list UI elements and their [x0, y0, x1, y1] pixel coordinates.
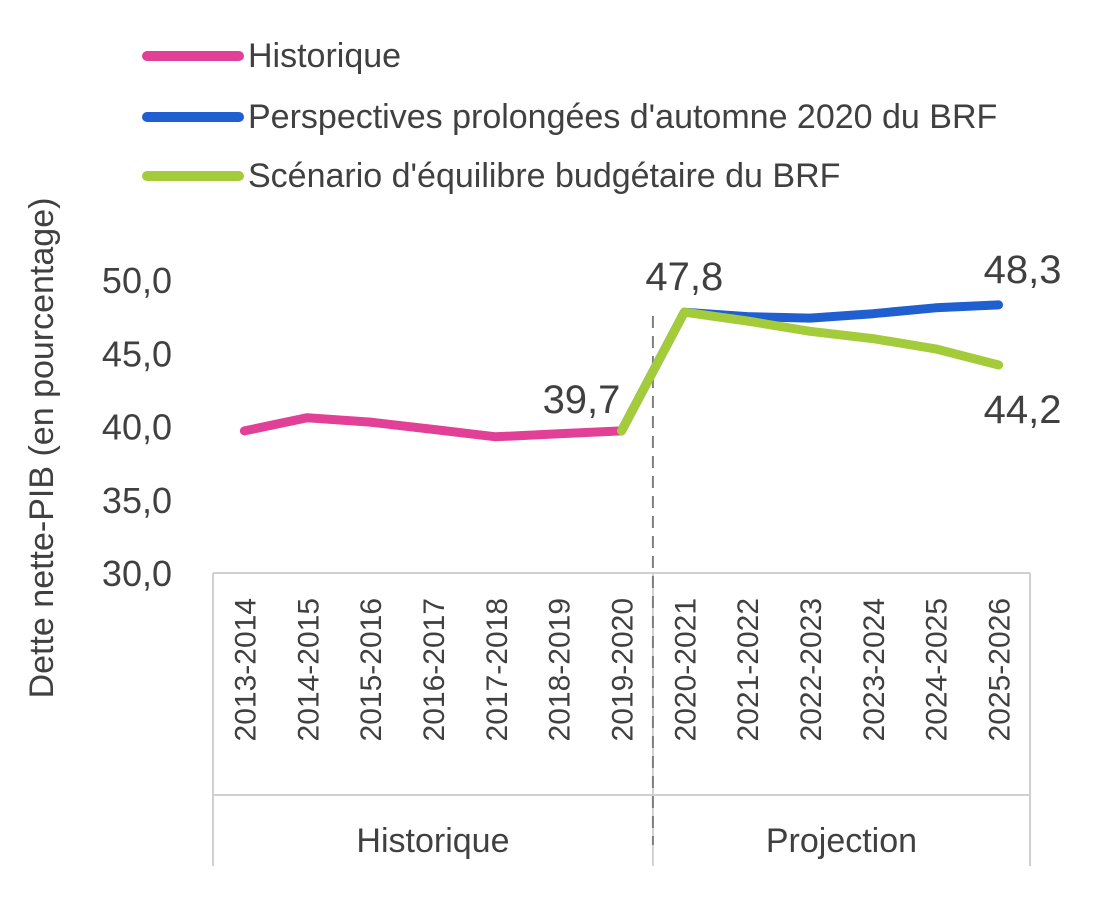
- data-label: 47,8: [645, 255, 723, 299]
- x-tick-label: 2021-2022: [732, 598, 765, 741]
- x-tick-label: 2014-2015: [292, 598, 325, 741]
- group-label: Historique: [356, 822, 509, 860]
- legend-label: Scénario d'équilibre budgétaire du BRF: [248, 156, 841, 195]
- y-tick-label: 50,0: [102, 260, 172, 301]
- data-label: 44,2: [984, 388, 1062, 432]
- x-tick-label: 2024-2025: [921, 598, 954, 741]
- x-tick-label: 2018-2019: [544, 598, 577, 741]
- y-tick-label: 35,0: [102, 480, 172, 521]
- group-label: Projection: [766, 822, 917, 860]
- series-line-2: [617, 307, 1004, 436]
- x-tick-label: 2025-2026: [984, 598, 1017, 741]
- y-tick-label: 40,0: [102, 407, 172, 448]
- x-tick-label: 2016-2017: [418, 598, 451, 741]
- legend-label: Historique: [248, 36, 402, 75]
- x-tick-label: 2020-2021: [669, 598, 702, 741]
- data-label: 39,7: [543, 378, 621, 422]
- legend-label: Perspectives prolongées d'automne 2020 d…: [248, 97, 998, 136]
- x-tick-label: 2013-2014: [229, 598, 262, 741]
- y-tick-label: 45,0: [102, 333, 172, 374]
- x-tick-label: 2022-2023: [795, 598, 828, 741]
- legend-item-equilibre: Scénario d'équilibre budgétaire du BRF: [142, 156, 840, 196]
- series-line-0: [239, 413, 626, 442]
- legend-item-historique: Historique: [142, 36, 401, 76]
- legend-swatch-equilibre: [142, 171, 244, 181]
- legend-swatch-historique: [142, 51, 244, 61]
- legend-swatch-perspectives: [142, 112, 244, 122]
- y-tick-label: 30,0: [102, 553, 172, 594]
- data-label: 48,3: [984, 248, 1062, 292]
- y-axis-title: Dette nette-PIB (en pourcentage): [23, 198, 61, 699]
- x-tick-label: 2019-2020: [607, 598, 640, 741]
- x-tick-label: 2015-2016: [355, 598, 388, 741]
- x-tick-label: 2023-2024: [858, 598, 891, 741]
- x-tick-label: 2017-2018: [481, 598, 514, 741]
- legend-item-perspectives: Perspectives prolongées d'automne 2020 d…: [142, 97, 997, 137]
